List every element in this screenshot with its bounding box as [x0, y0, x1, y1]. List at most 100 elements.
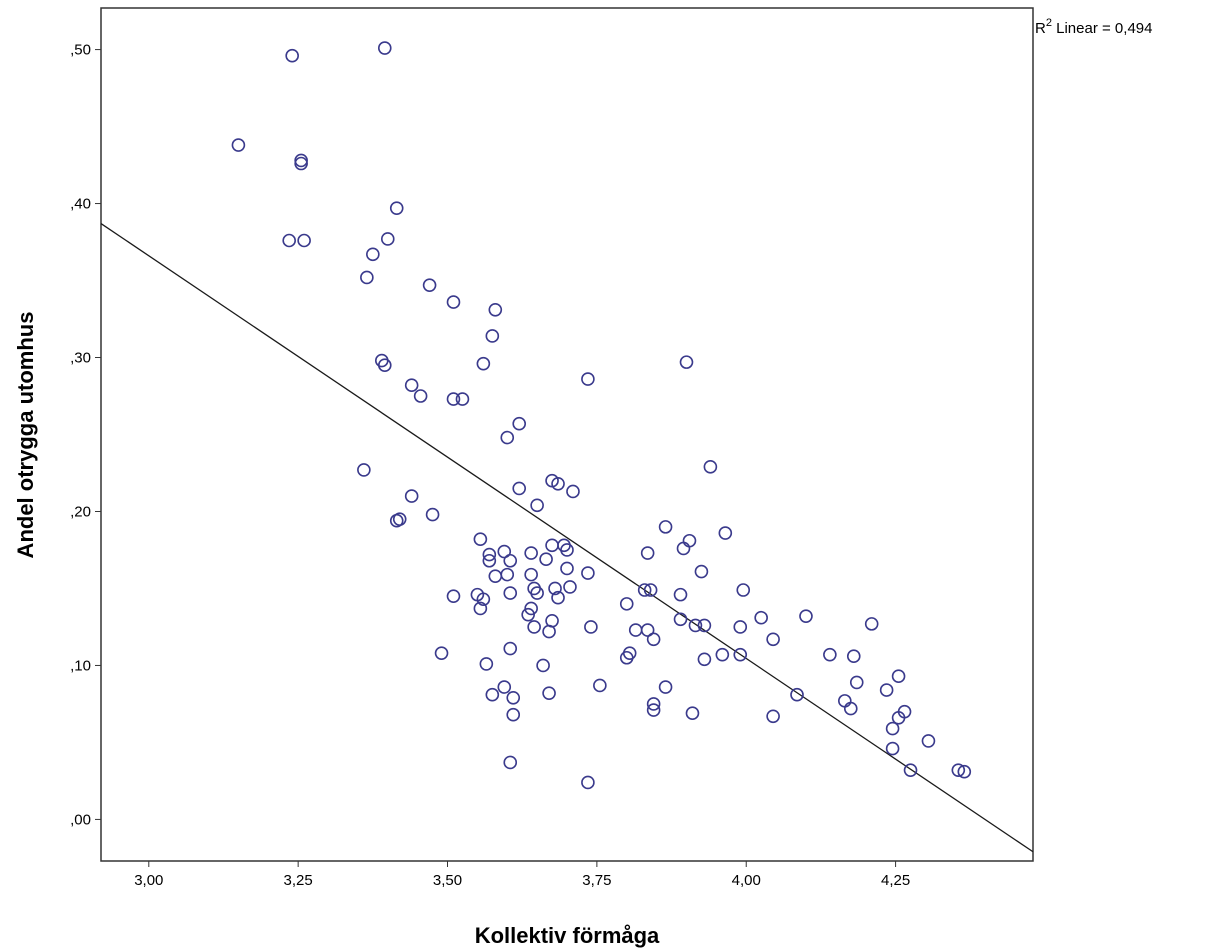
r-squared-superscript: 2	[1046, 17, 1052, 29]
data-point	[676, 541, 691, 556]
data-point	[766, 632, 780, 647]
data-point	[619, 597, 634, 611]
data-point	[697, 652, 712, 667]
data-point	[521, 607, 535, 622]
fit-line-layer	[100, 223, 1034, 853]
data-point	[551, 476, 565, 491]
data-point	[736, 583, 751, 597]
data-point	[231, 138, 246, 152]
data-point	[688, 618, 703, 633]
data-point	[357, 463, 371, 477]
data-point	[581, 372, 595, 386]
data-point	[790, 687, 804, 702]
data-point	[551, 590, 565, 605]
x-tick-label: 3,50	[433, 872, 462, 889]
data-point	[524, 601, 538, 616]
data-point	[455, 392, 470, 406]
data-point	[527, 620, 541, 634]
data-point	[366, 247, 380, 262]
data-point	[885, 741, 900, 756]
data-point	[536, 658, 550, 673]
data-point	[921, 734, 936, 748]
data-point	[446, 295, 461, 309]
data-point	[619, 650, 634, 665]
data-point	[581, 566, 595, 580]
data-point	[766, 709, 780, 724]
data-point	[512, 416, 527, 431]
y-tick-label: ,30	[70, 350, 91, 367]
data-point	[799, 609, 813, 623]
data-point	[413, 389, 428, 403]
data-point	[392, 512, 407, 526]
data-point	[957, 764, 972, 779]
r-squared-value: Linear = 0,494	[1052, 20, 1153, 37]
data-point	[542, 624, 556, 639]
data-point	[482, 547, 497, 562]
data-point	[500, 430, 515, 445]
data-point	[694, 564, 709, 579]
data-point	[524, 546, 538, 560]
data-point	[733, 647, 748, 662]
data-point	[503, 586, 518, 600]
data-point	[685, 706, 700, 720]
plot-area	[100, 7, 1034, 862]
data-point	[539, 552, 553, 567]
data-point	[581, 775, 595, 790]
y-axis-title: Andel otrygga utomhus	[13, 312, 38, 559]
data-point	[673, 587, 688, 602]
x-tick-label: 4,25	[881, 872, 910, 889]
data-point	[879, 683, 894, 697]
data-point	[718, 526, 733, 540]
data-point	[506, 690, 521, 705]
data-point	[885, 721, 900, 736]
data-point	[446, 392, 461, 406]
data-point	[446, 589, 461, 603]
data-point	[473, 532, 488, 547]
data-point	[530, 498, 544, 513]
data-point	[846, 649, 861, 664]
data-point	[542, 686, 556, 700]
x-axis-title: Kollektiv förmåga	[475, 923, 660, 948]
data-point	[849, 675, 864, 690]
y-tick-label: ,10	[70, 657, 91, 674]
data-point	[488, 302, 503, 317]
data-point	[485, 329, 500, 343]
data-point	[503, 553, 518, 568]
data-point	[297, 233, 311, 248]
data-point	[482, 553, 497, 568]
x-tick-label: 3,75	[582, 872, 611, 889]
data-point	[404, 378, 419, 393]
data-point	[679, 355, 694, 369]
data-point	[282, 233, 296, 248]
data-point	[560, 561, 574, 576]
data-point	[566, 484, 580, 499]
x-tick-label: 3,25	[284, 872, 313, 889]
data-point	[823, 647, 837, 662]
data-point	[703, 460, 718, 474]
data-point	[715, 647, 730, 662]
data-point	[434, 646, 449, 660]
data-point	[377, 41, 392, 55]
r-squared-label: R	[1035, 20, 1046, 37]
data-point	[658, 520, 673, 534]
data-point	[380, 232, 395, 246]
data-point	[843, 701, 858, 716]
data-point	[503, 641, 518, 656]
data-point	[524, 567, 538, 582]
x-tick-label: 3,00	[134, 872, 163, 889]
data-point	[360, 270, 374, 285]
data-point	[377, 358, 392, 373]
y-tick-label: ,00	[70, 811, 91, 828]
data-point	[473, 601, 488, 616]
data-points-layer	[231, 41, 972, 790]
x-axis-ticks: 3,00 3,25 3,50 3,75 4,00 4,25	[134, 861, 910, 889]
data-point	[733, 620, 748, 634]
x-tick-label: 4,00	[732, 872, 761, 889]
data-point	[548, 581, 562, 596]
data-point	[476, 356, 491, 371]
data-point	[560, 543, 574, 557]
data-point	[530, 586, 544, 600]
y-tick-label: ,40	[70, 196, 91, 213]
data-point	[891, 669, 906, 684]
